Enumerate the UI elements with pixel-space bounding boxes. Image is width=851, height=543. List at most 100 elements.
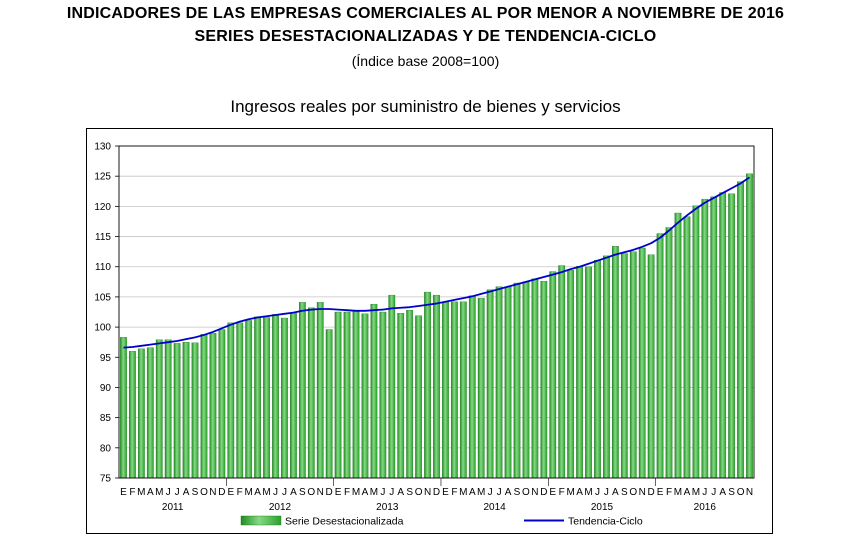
bar xyxy=(263,317,270,479)
report-title-line2: SERIES DESESTACIONALIZADAS Y DE TENDENCI… xyxy=(194,28,657,45)
y-tick-label: 130 xyxy=(94,142,111,153)
bar xyxy=(379,311,387,479)
x-month-label: A xyxy=(183,487,190,498)
x-month-label: E xyxy=(227,487,234,498)
x-month-label: D xyxy=(326,487,333,498)
x-month-label: A xyxy=(290,487,297,498)
bar xyxy=(638,247,646,479)
bar xyxy=(692,205,700,479)
bar xyxy=(209,332,217,479)
bar xyxy=(504,286,512,479)
x-month-label: F xyxy=(129,487,135,498)
bar xyxy=(173,343,181,479)
x-month-label: F xyxy=(344,487,350,498)
x-month-label: O xyxy=(307,487,315,498)
x-year-label: 2012 xyxy=(269,502,292,513)
x-month-label: J xyxy=(166,487,171,498)
bar xyxy=(477,297,485,479)
bar xyxy=(120,337,127,479)
x-month-label: A xyxy=(254,487,261,498)
bar xyxy=(361,313,369,479)
x-month-label: E xyxy=(549,487,556,498)
x-month-label: D xyxy=(218,487,225,498)
bar xyxy=(567,270,575,479)
bar xyxy=(737,181,744,479)
y-tick-label: 120 xyxy=(94,202,111,213)
x-month-label: N xyxy=(531,487,538,498)
x-year-label: 2016 xyxy=(694,502,717,513)
bar xyxy=(290,313,297,479)
x-month-label: S xyxy=(514,487,521,498)
x-month-label: J xyxy=(595,487,600,498)
bar xyxy=(674,212,682,479)
x-month-label: J xyxy=(282,487,287,498)
bar xyxy=(406,310,414,479)
bar xyxy=(656,233,664,479)
x-month-label: M xyxy=(477,487,485,498)
bar xyxy=(281,317,288,479)
x-month-label: N xyxy=(209,487,216,498)
legend: Serie Desestacionalizada Tendencia-Ciclo xyxy=(240,515,643,528)
chart-frame xyxy=(86,128,773,534)
x-month-label: A xyxy=(576,487,583,498)
bar xyxy=(245,320,253,479)
bar xyxy=(352,311,360,479)
bar xyxy=(164,339,172,479)
x-month-label: F xyxy=(666,487,672,498)
bar xyxy=(325,329,333,479)
bar xyxy=(442,301,449,479)
trend-line xyxy=(123,176,751,349)
bar xyxy=(334,311,342,479)
legend-label-trend: Tendencia-Ciclo xyxy=(568,516,643,528)
x-month-label: S xyxy=(728,487,735,498)
x-month-label: O xyxy=(737,487,745,498)
bar xyxy=(647,254,655,479)
x-month-label: M xyxy=(155,487,163,498)
y-tick-label: 110 xyxy=(95,262,111,273)
x-month-label: S xyxy=(406,487,413,498)
x-month-label: N xyxy=(317,487,324,498)
x-month-label: J xyxy=(273,487,278,498)
x-month-label: A xyxy=(612,487,619,498)
report-title-line1: INDICADORES DE LAS EMPRESAS COMERCIALES … xyxy=(66,5,785,22)
bar xyxy=(540,281,548,479)
bar xyxy=(129,351,136,479)
x-month-label: N xyxy=(639,487,646,498)
x-month-label: F xyxy=(559,487,565,498)
x-month-label: J xyxy=(711,487,716,498)
bar xyxy=(513,282,521,479)
bar xyxy=(424,291,431,479)
y-tick-label: 90 xyxy=(100,383,112,394)
bar xyxy=(603,255,610,479)
bar xyxy=(576,265,583,479)
bar xyxy=(549,271,557,479)
x-month-label: A xyxy=(362,487,369,498)
x-month-label: A xyxy=(505,487,512,498)
bar xyxy=(254,316,261,479)
chart-title: Ingresos reales por suministro de bienes… xyxy=(230,97,621,116)
bar xyxy=(746,173,753,479)
bar xyxy=(236,322,244,479)
bar xyxy=(531,278,539,479)
report-subtitle: (Índice base 2008=100) xyxy=(351,53,500,69)
y-tick-label: 75 xyxy=(100,474,112,485)
bar xyxy=(388,294,396,479)
x-year-label: 2011 xyxy=(162,502,184,513)
x-month-label: O xyxy=(522,487,530,498)
bar xyxy=(451,301,458,479)
x-month-label: A xyxy=(147,487,154,498)
x-month-label: M xyxy=(584,487,592,498)
x-month-label: A xyxy=(397,487,404,498)
x-month-label: A xyxy=(684,487,691,498)
bar xyxy=(459,301,467,479)
x-month-label: D xyxy=(433,487,440,498)
x-month-label: M xyxy=(692,487,700,498)
bar xyxy=(397,313,405,479)
x-month-label: N xyxy=(746,487,753,498)
legend-bar-swatch xyxy=(240,515,282,526)
bar xyxy=(612,246,619,479)
bar xyxy=(486,289,494,479)
x-month-label: J xyxy=(488,487,493,498)
bar xyxy=(558,265,566,479)
bar xyxy=(415,315,422,479)
